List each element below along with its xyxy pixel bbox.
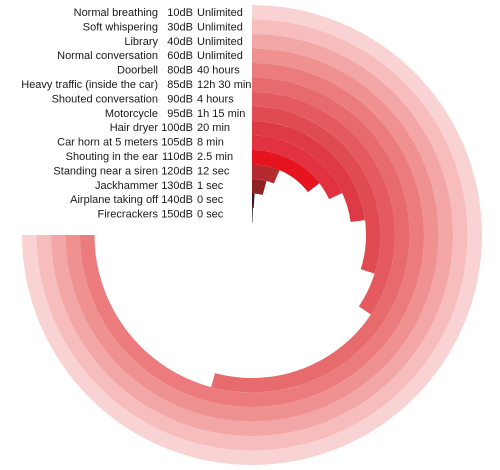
row-label: Normal conversation xyxy=(57,50,158,62)
bar-firecrackers xyxy=(252,207,253,223)
row-label: Heavy traffic (inside the car) xyxy=(21,79,158,91)
row-exposure-time: Unlimited xyxy=(197,7,243,19)
row-db-value: 150dB xyxy=(161,209,193,221)
row-exposure-time: 12 sec xyxy=(197,165,230,177)
row-exposure-time: 8 min xyxy=(197,137,224,149)
row-db-value: 30dB xyxy=(167,21,193,33)
row-label: Normal breathing xyxy=(74,7,158,19)
row-label: Airplane taking off xyxy=(70,194,159,206)
row-db-value: 105dB xyxy=(161,137,193,149)
row-label: Car horn at 5 meters xyxy=(57,137,158,149)
row-label: Motorcycle xyxy=(105,108,158,120)
row-db-value: 60dB xyxy=(167,50,193,62)
row-exposure-time: 12h 30 min xyxy=(197,79,251,91)
row-exposure-time: 0 sec xyxy=(197,194,224,206)
row-db-value: 40dB xyxy=(167,36,193,48)
row-label: Shouted conversation xyxy=(52,93,158,105)
row-label: Firecrackers xyxy=(97,209,158,221)
row-exposure-time: 1h 15 min xyxy=(197,108,245,120)
row-exposure-time: Unlimited xyxy=(197,36,243,48)
bar-shouted-conversation xyxy=(252,91,396,315)
row-db-value: 110dB xyxy=(162,151,193,163)
bar-shouting-in-the-ear xyxy=(252,150,320,193)
row-exposure-time: Unlimited xyxy=(197,50,243,62)
row-exposure-time: 1 sec xyxy=(197,180,224,192)
bars-layer xyxy=(22,5,482,465)
row-db-value: 130dB xyxy=(161,180,193,192)
row-exposure-time: 20 min xyxy=(197,122,230,134)
row-db-value: 140dB xyxy=(161,194,193,206)
row-label: Shouting in the ear xyxy=(66,151,159,163)
row-label: Hair dryer xyxy=(110,122,159,134)
row-exposure-time: 0 sec xyxy=(197,209,224,221)
row-db-value: 90dB xyxy=(167,93,193,105)
labels-layer: Normal breathing 10dB Unlimited Soft whispe… xyxy=(21,7,251,221)
row-exposure-time: Unlimited xyxy=(197,21,243,33)
row-label: Standing near a siren xyxy=(53,165,158,177)
row-db-value: 10dB xyxy=(167,7,193,19)
row-exposure-time: 40 hours xyxy=(197,65,240,77)
row-label: Library xyxy=(124,36,158,48)
row-exposure-time: 4 hours xyxy=(197,93,234,105)
row-db-value: 95dB xyxy=(167,108,193,120)
bar-airplane-taking-off xyxy=(252,193,255,209)
row-db-value: 80dB xyxy=(167,65,193,77)
row-db-value: 85dB xyxy=(167,79,193,91)
row-db-value: 120dB xyxy=(161,165,193,177)
row-label: Doorbell xyxy=(117,65,158,77)
bar-standing-near-a-siren xyxy=(252,164,280,184)
row-db-value: 100dB xyxy=(161,122,193,134)
row-label: Jackhammer xyxy=(95,180,158,192)
bar-car-horn-at-5-meters xyxy=(252,135,343,200)
row-label: Soft whispering xyxy=(83,21,158,33)
bar-motorcycle xyxy=(252,106,381,274)
bar-hair-dryer xyxy=(252,121,366,223)
row-exposure-time: 2.5 min xyxy=(197,151,233,163)
bar-jackhammer xyxy=(252,179,267,195)
